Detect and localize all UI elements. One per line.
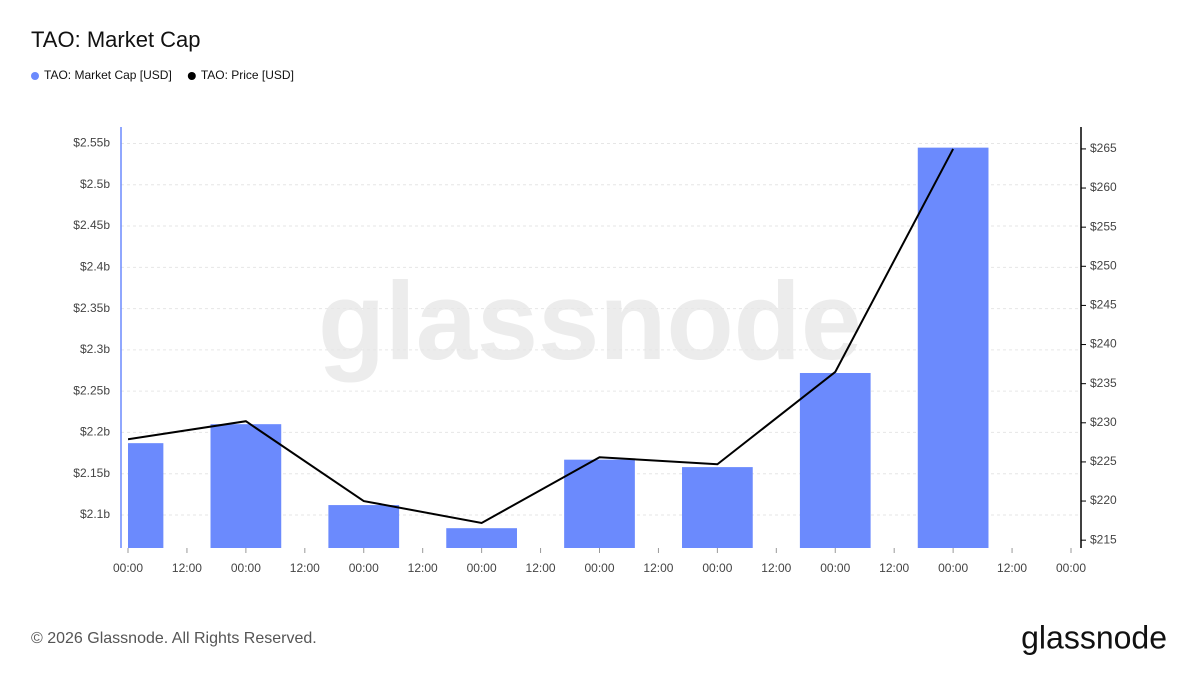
x-tick-label: 00:00 — [1056, 561, 1086, 575]
bar — [799, 372, 871, 548]
bar — [128, 443, 164, 548]
x-tick-label: 12:00 — [643, 561, 673, 575]
x-tick-label: 12:00 — [290, 561, 320, 575]
x-tick-label: 00:00 — [467, 561, 497, 575]
x-tick-label: 12:00 — [761, 561, 791, 575]
y-tick-label: $2.3b — [80, 342, 110, 356]
legend-label: TAO: Price [USD] — [201, 68, 294, 82]
brand-logo: glassnode — [1021, 619, 1167, 655]
y2-tick-label: $225 — [1090, 454, 1117, 468]
y-tick-label: $2.1b — [80, 507, 110, 521]
y2-tick-label: $230 — [1090, 415, 1117, 429]
legend: TAO: Market Cap [USD] TAO: Price [USD] — [31, 68, 294, 82]
y2-tick-label: $250 — [1090, 258, 1117, 272]
y-tick-label: $2.5b — [80, 177, 110, 191]
x-tick-label: 00:00 — [820, 561, 850, 575]
y-tick-label: $2.4b — [80, 260, 110, 274]
y-tick-label: $2.25b — [73, 383, 110, 397]
y-tick-label: $2.55b — [73, 136, 110, 150]
y2-tick-label: $240 — [1090, 337, 1117, 351]
y2-tick-label: $255 — [1090, 219, 1117, 233]
y2-tick-label: $260 — [1090, 180, 1117, 194]
footer: © 2026 Glassnode. All Rights Reserved. — [31, 630, 317, 647]
x-tick-label: 00:00 — [938, 561, 968, 575]
legend-marker — [31, 72, 39, 80]
x-tick-label: 00:00 — [584, 561, 614, 575]
bar — [328, 505, 400, 548]
x-tick-label: 00:00 — [702, 561, 732, 575]
y2-tick-label: $215 — [1090, 532, 1117, 546]
x-tick-label: 00:00 — [113, 561, 143, 575]
y2-tick-label: $235 — [1090, 376, 1117, 390]
price-line — [128, 148, 955, 525]
x-tick-label: 12:00 — [172, 561, 202, 575]
chart-title: TAO: Market Cap — [31, 27, 201, 52]
x-tick-label: 12:00 — [408, 561, 438, 575]
bar — [682, 467, 753, 548]
y2-tick-label: $220 — [1090, 493, 1117, 507]
x-tick-label: 12:00 — [879, 561, 909, 575]
x-tick-label: 12:00 — [526, 561, 556, 575]
legend-label: TAO: Market Cap [USD] — [44, 68, 172, 82]
bar — [917, 147, 989, 548]
legend-marker — [187, 72, 196, 80]
x-tick-label: 12:00 — [997, 561, 1027, 575]
x-tick-label: 00:00 — [349, 561, 379, 575]
bar — [564, 459, 635, 548]
y-tick-label: $2.15b — [73, 466, 110, 480]
y-tick-label: $2.2b — [80, 425, 110, 439]
y-tick-label: $2.35b — [73, 301, 110, 315]
y2-tick-label: $245 — [1090, 298, 1117, 312]
bar — [210, 424, 282, 548]
x-tick-label: 00:00 — [231, 561, 261, 575]
y-tick-label: $2.45b — [73, 218, 110, 232]
watermark: glassnode — [318, 260, 862, 383]
y2-tick-label: $265 — [1090, 141, 1117, 155]
bar — [446, 528, 517, 548]
